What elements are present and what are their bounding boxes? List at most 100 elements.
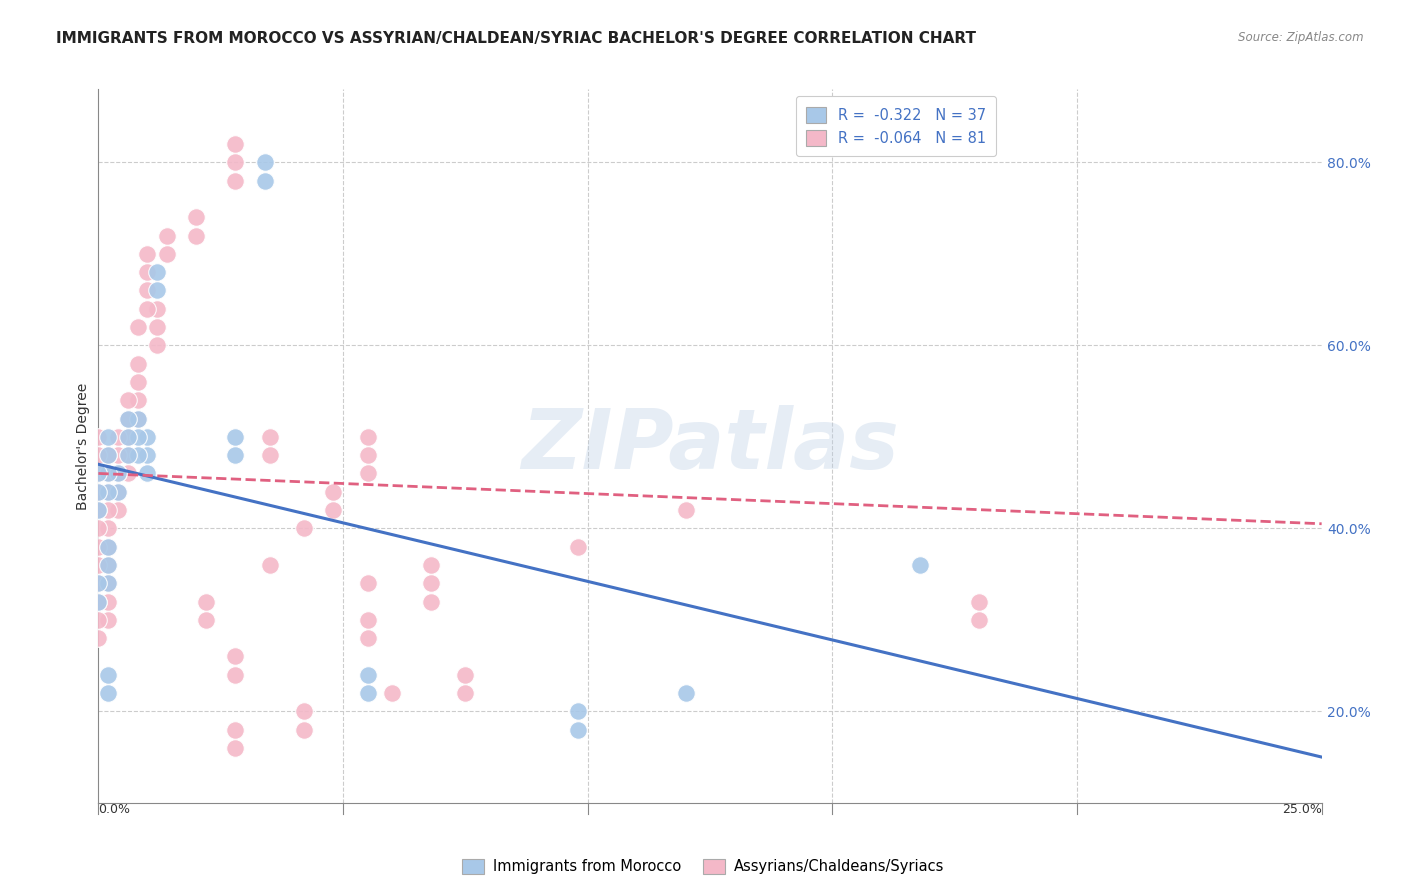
Point [356,667,378,681]
Point [322,503,344,517]
Point [107,467,129,481]
Point [97,448,120,462]
Point [97,540,120,554]
Legend: R =  -0.322   N = 37, R =  -0.064   N = 81: R = -0.322 N = 37, R = -0.064 N = 81 [796,96,997,156]
Point [87,576,110,591]
Point [97,448,120,462]
Point [253,155,276,169]
Text: 25.0%: 25.0% [1282,803,1322,816]
Point [967,613,990,627]
Point [87,576,110,591]
Y-axis label: Bachelor's Degree: Bachelor's Degree [76,383,90,509]
Point [87,484,110,499]
Point [107,430,129,444]
Point [567,723,589,737]
Point [87,540,110,554]
Point [356,686,378,700]
Point [136,467,159,481]
Point [186,228,208,243]
Point [259,448,281,462]
Point [87,467,110,481]
Point [127,393,149,408]
Point [454,686,477,700]
Point [146,284,169,298]
Point [224,723,246,737]
Point [454,667,477,681]
Point [195,594,218,608]
Point [136,448,159,462]
Point [117,467,139,481]
Point [356,448,378,462]
Point [967,594,990,608]
Point [117,448,139,462]
Point [97,576,120,591]
Point [117,411,139,425]
Point [127,411,149,425]
Point [107,467,129,481]
Point [146,338,169,352]
Text: Source: ZipAtlas.com: Source: ZipAtlas.com [1239,31,1364,45]
Point [224,430,246,444]
Point [136,284,159,298]
Point [224,137,246,152]
Point [87,631,110,645]
Point [127,375,149,389]
Point [97,484,120,499]
Point [224,174,246,188]
Point [224,155,246,169]
Point [381,686,404,700]
Point [87,503,110,517]
Point [356,631,378,645]
Point [127,411,149,425]
Point [156,247,179,261]
Point [224,740,246,755]
Point [87,484,110,499]
Point [127,430,149,444]
Point [127,448,149,462]
Point [97,558,120,572]
Point [224,448,246,462]
Point [146,265,169,279]
Point [97,430,120,444]
Point [420,594,443,608]
Point [127,357,149,371]
Point [127,320,149,334]
Point [356,467,378,481]
Point [292,521,315,535]
Point [97,540,120,554]
Point [97,484,120,499]
Point [87,503,110,517]
Point [107,503,129,517]
Point [136,301,159,316]
Point [567,704,589,718]
Point [117,448,139,462]
Point [136,247,159,261]
Point [97,558,120,572]
Point [420,576,443,591]
Point [107,484,129,499]
Point [117,393,139,408]
Point [97,521,120,535]
Point [146,301,169,316]
Point [87,594,110,608]
Point [322,484,344,499]
Point [97,686,120,700]
Point [253,174,276,188]
Point [136,430,159,444]
Point [87,521,110,535]
Point [87,558,110,572]
Point [136,265,159,279]
Point [195,613,218,627]
Legend: Immigrants from Morocco, Assyrians/Chaldeans/Syriacs: Immigrants from Morocco, Assyrians/Chald… [457,853,949,880]
Point [420,558,443,572]
Point [97,467,120,481]
Point [87,613,110,627]
Point [97,594,120,608]
Point [292,723,315,737]
Point [87,430,110,444]
Point [97,576,120,591]
Text: ZIPatlas: ZIPatlas [522,406,898,486]
Point [675,686,697,700]
Point [87,467,110,481]
Point [97,503,120,517]
